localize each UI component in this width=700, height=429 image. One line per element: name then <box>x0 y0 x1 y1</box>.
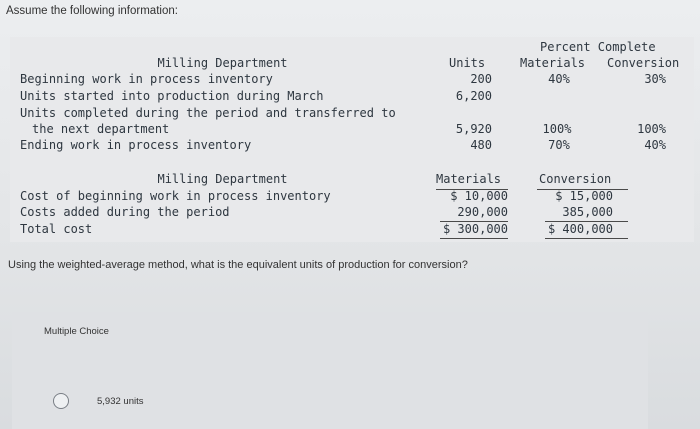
units-table-dept-header: Milling Department <box>157 56 288 70</box>
row-materials-percent: 70% <box>548 138 570 152</box>
row-label: Total cost <box>20 222 93 236</box>
units-header: Units <box>449 56 486 70</box>
row-conversion-percent: 100% <box>637 122 666 136</box>
conversion-header-underline <box>537 189 628 190</box>
conversion-total-double-underline <box>545 238 628 239</box>
materials-total-underline <box>440 221 508 222</box>
row-label: Ending work in process inventory <box>20 138 252 152</box>
row-conversion-cost: 385,000 <box>562 205 613 219</box>
row-materials-cost: $ 300,000 <box>442 222 508 236</box>
materials-total-double-underline <box>440 238 508 239</box>
row-materials-percent: 40% <box>548 72 570 86</box>
row-label: the next department <box>32 122 170 136</box>
row-materials-cost: $ 10,000 <box>450 189 508 203</box>
row-units: 5,920 <box>455 122 492 136</box>
materials-percent-header: Materials <box>520 56 586 70</box>
row-label: Units completed during the period and tr… <box>20 106 396 120</box>
row-conversion-cost: $ 400,000 <box>547 222 613 236</box>
row-label: Costs added during the period <box>20 205 230 219</box>
intro-text: Assume the following information: <box>6 5 178 17</box>
row-conversion-cost: $ 15,000 <box>555 189 613 203</box>
row-label: Beginning work in process inventory <box>20 72 273 86</box>
cost-materials-header: Materials <box>436 172 502 186</box>
radio-button[interactable] <box>53 393 69 409</box>
cost-conversion-header: Conversion <box>539 172 612 186</box>
materials-header-underline <box>436 189 508 190</box>
row-materials-cost: 290,000 <box>457 205 508 219</box>
multiple-choice-panel <box>12 312 648 429</box>
conversion-total-underline <box>545 221 628 222</box>
question-text: Using the weighted-average method, what … <box>8 259 468 271</box>
row-units: 200 <box>470 72 492 86</box>
conversion-percent-header: Conversion <box>607 56 680 70</box>
row-materials-percent: 100% <box>542 122 572 136</box>
cost-table-dept-header: Milling Department <box>157 172 288 186</box>
percent-complete-header: Percent Complete <box>540 40 656 54</box>
row-conversion-percent: 30% <box>644 72 666 86</box>
row-label: Units started into production during Mar… <box>20 89 324 103</box>
row-conversion-percent: 40% <box>644 138 666 152</box>
row-label: Cost of beginning work in process invent… <box>20 189 331 203</box>
answer-option-text[interactable]: 5,932 units <box>97 396 144 407</box>
row-units: 6,200 <box>455 89 492 103</box>
info-table-background <box>10 37 694 242</box>
row-units: 480 <box>470 138 492 152</box>
multiple-choice-label: Multiple Choice <box>44 326 109 337</box>
